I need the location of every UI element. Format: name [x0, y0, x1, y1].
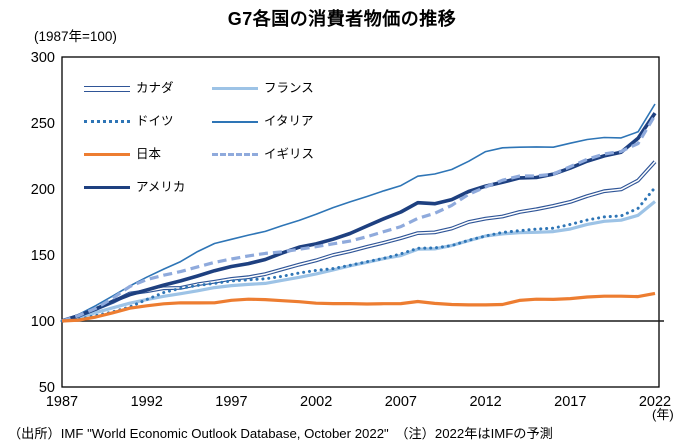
- x-tick-label: 2002: [300, 394, 332, 410]
- legend-column-1: カナダドイツ日本アメリカ: [84, 72, 212, 204]
- axis-unit-note: (1987年=100): [34, 29, 117, 44]
- series-line-france: [61, 200, 657, 323]
- series-line-canada-core: [61, 161, 656, 322]
- legend-item-italy: イタリア: [212, 105, 314, 138]
- legend-marker-usa-line: [84, 185, 130, 190]
- legend-marker-canada-line: [84, 85, 130, 92]
- legend-item-uk: イギリス: [212, 138, 314, 171]
- x-tick-label: 2022: [639, 394, 671, 410]
- series-line-italy: [61, 103, 656, 322]
- x-tick-label: 2017: [554, 394, 586, 410]
- legend-item-canada: カナダ: [84, 72, 212, 105]
- y-tick-label: 150: [31, 248, 55, 264]
- y-tick-label: 50: [39, 380, 55, 396]
- chart-legend: カナダ ドイツ 日本 アメリカ フランス イタリア イギリス: [84, 72, 314, 204]
- x-tick-label: 2007: [385, 394, 417, 410]
- legend-label-germany: ドイツ: [136, 114, 174, 129]
- legend-label-japan: 日本: [136, 147, 162, 162]
- x-axis-unit-label: (年): [652, 407, 674, 422]
- legend-marker-france-line: [212, 86, 258, 91]
- x-tick-label: 1987: [46, 394, 78, 410]
- legend-marker-germany-line: [84, 120, 130, 123]
- legend-item-usa: アメリカ: [84, 171, 212, 204]
- legend-marker-uk-line: [212, 153, 258, 156]
- x-tick-label: 1997: [215, 394, 247, 410]
- page-title: G7各国の消費者物価の推移: [227, 9, 457, 29]
- legend-label-france: フランス: [264, 81, 314, 96]
- y-tick-label: 200: [31, 182, 55, 198]
- series-line-japan: [61, 291, 656, 323]
- x-tick-label: 1992: [131, 394, 163, 410]
- legend-item-japan: 日本: [84, 138, 212, 171]
- source-note: （出所）IMF "World Economic Outlook Database…: [8, 426, 553, 441]
- series-line-germany: [60, 186, 657, 323]
- legend-item-germany: ドイツ: [84, 105, 212, 138]
- legend-label-uk: イギリス: [264, 147, 315, 162]
- x-tick-label: 2012: [469, 394, 501, 410]
- y-tick-label: 300: [31, 50, 55, 66]
- legend-marker-italy-line: [212, 120, 258, 123]
- plot-border: [61, 56, 660, 388]
- legend-column-2: フランスイタリアイギリス: [212, 72, 314, 204]
- y-tick-label: 100: [31, 314, 55, 330]
- legend-label-canada: カナダ: [136, 81, 174, 96]
- legend-label-usa: アメリカ: [136, 180, 186, 195]
- legend-label-italy: イタリア: [264, 114, 314, 129]
- legend-item-france: フランス: [212, 72, 314, 105]
- y-tick-label: 250: [31, 116, 55, 132]
- series-line-uk: [61, 114, 657, 323]
- legend-marker-japan-line: [84, 152, 130, 157]
